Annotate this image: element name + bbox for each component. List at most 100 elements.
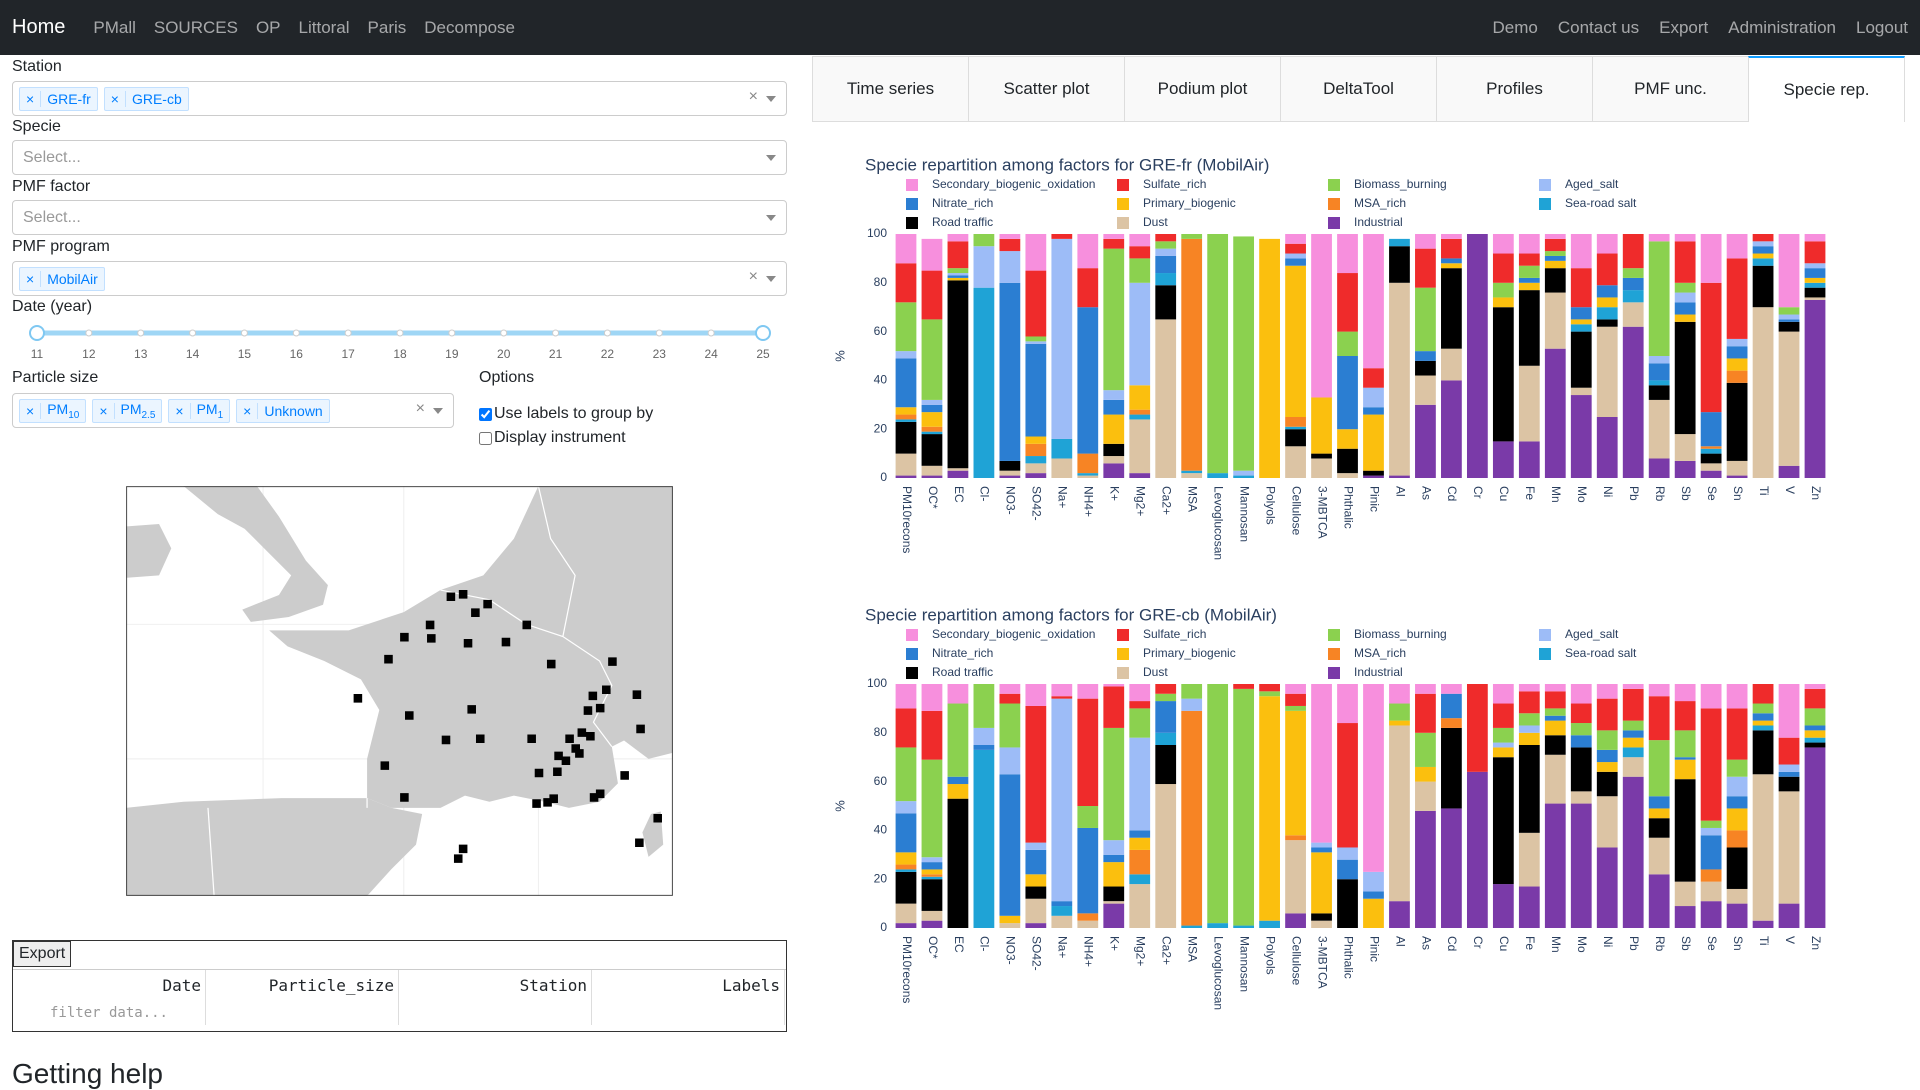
clear[interactable]: × [415,400,425,417]
filter-cell[interactable] [206,1001,399,1025]
tab[interactable]: Time series [812,56,969,122]
x-tick-label: Phthalic [1341,936,1355,979]
bar-segment [1726,338,1748,347]
bar-segment [921,879,943,911]
tab[interactable]: Specie rep. [1748,56,1905,122]
caret [766,96,776,102]
program-select[interactable]: × MobilAir × [12,261,787,296]
x-tick-label: Cellulose [1289,936,1303,986]
bar-segment [1337,331,1358,356]
slider-label: 11 [31,347,44,361]
caret [766,215,776,221]
bar-segment [1622,737,1644,748]
bar-segment [1492,742,1514,748]
bar-segment [1207,923,1229,928]
bar-segment [973,745,995,750]
filter-cell[interactable] [399,1001,592,1025]
chip-remove[interactable]: × [20,402,42,419]
tab[interactable]: Podium plot [1124,56,1281,122]
station-select[interactable]: × GRE-fr × GRE-cb × [12,81,787,116]
nav-link[interactable]: OP [255,17,281,37]
chips: × GRE-fr × GRE-cb [19,86,195,111]
column-header[interactable]: Date [13,970,206,1001]
bar-segment [1103,840,1125,855]
bar-segment [1596,319,1618,327]
bar-segment [1492,684,1514,704]
clear[interactable]: × [748,268,758,285]
chip-text: GRE-cb [131,90,182,107]
date-slider[interactable]: 11 12 13 14 15 16 17 18 19 20 21 22 23 24 25 [20,318,780,368]
x-tick-label: MSA [1186,486,1200,512]
filter-cell[interactable]: filter data... [13,1001,206,1025]
checkbox[interactable] [479,431,492,445]
size-select[interactable]: × PM10 × PM2.5 × PM1 × Unknown × [12,393,454,428]
bar-segment [1207,684,1229,924]
bar-segment [1129,409,1151,415]
bar-segment [921,465,943,476]
bar-segment [1077,307,1099,454]
column-header[interactable]: Particle_size [206,970,399,1001]
nav-link[interactable]: Paris [367,17,407,37]
bar-segment [1726,684,1748,709]
checkbox[interactable] [479,407,492,421]
tab[interactable]: Profiles [1436,56,1593,122]
nav-link[interactable]: PMall [93,17,136,37]
bar-segment [1441,693,1462,719]
x-tick-label: EC [952,936,966,953]
bar-segment [1025,336,1047,342]
bar-segment [1674,730,1696,758]
bar-segment [1103,903,1125,928]
bar-segment [1570,723,1592,736]
tab[interactable]: PMF unc. [1592,56,1749,122]
brand[interactable]: Home [12,16,66,38]
chip-text: 10 [68,409,80,421]
factor-select[interactable]: Select... [12,200,787,235]
nav-right: Demo Contact us Export Administration Logout [1473,18,1908,38]
bar-segment [1207,473,1229,478]
caret [766,155,776,161]
bar-segment [1648,818,1670,838]
bar-segment [999,703,1021,748]
specie-select[interactable]: Select... [12,140,787,175]
bar-segment [1363,891,1384,899]
x-tick-label: 3-MBTCA [1315,486,1329,539]
column-header[interactable]: Labels [592,970,785,1001]
tab[interactable]: DeltaTool [1280,56,1437,122]
export-button[interactable]: Export [13,941,72,967]
column-header[interactable]: Station [399,970,592,1001]
bar-segment [895,263,917,303]
nav-link[interactable]: SOURCES [153,17,238,37]
chip: × GRE-fr [19,86,98,111]
x-tick-label: Pinic [1367,936,1381,962]
nav-link[interactable]: Littoral [298,17,350,37]
x-tick-label: Fe [1523,486,1537,500]
bar-segment [1129,414,1151,420]
chip-remove[interactable]: × [20,270,42,287]
x-tick-label: Phthalic [1341,486,1355,529]
chip-remove[interactable]: × [169,402,191,419]
legend-label: Secondary_biogenic_oxidation [932,627,1095,641]
chip-remove[interactable]: × [237,402,259,419]
nav-link[interactable]: Contact us [1557,17,1640,37]
chip-text: PM [120,400,142,417]
chip-remove[interactable]: × [20,90,42,107]
tab[interactable]: Scatter plot [968,56,1125,122]
bar-segment [1129,419,1151,474]
filter-cell[interactable] [592,1001,785,1025]
chip-remove[interactable]: × [105,90,126,107]
nav-link[interactable]: Decompose [424,17,515,37]
placeholder: Select... [23,148,81,166]
clear[interactable]: × [748,88,758,105]
bar-segment [1700,869,1722,882]
slider-handle[interactable] [29,325,45,341]
nav-link[interactable]: Logout [1856,17,1908,37]
nav-link[interactable]: Administration [1728,17,1836,37]
bar-segment [1441,808,1462,928]
chip-remove[interactable]: × [93,402,115,419]
slider-handle[interactable] [755,325,771,341]
bar-segment [1648,380,1670,386]
nav-link[interactable]: Export [1659,17,1709,37]
bar-segment [1518,725,1540,733]
nav-link[interactable]: Demo [1492,17,1538,37]
bar-segment [1129,830,1151,838]
